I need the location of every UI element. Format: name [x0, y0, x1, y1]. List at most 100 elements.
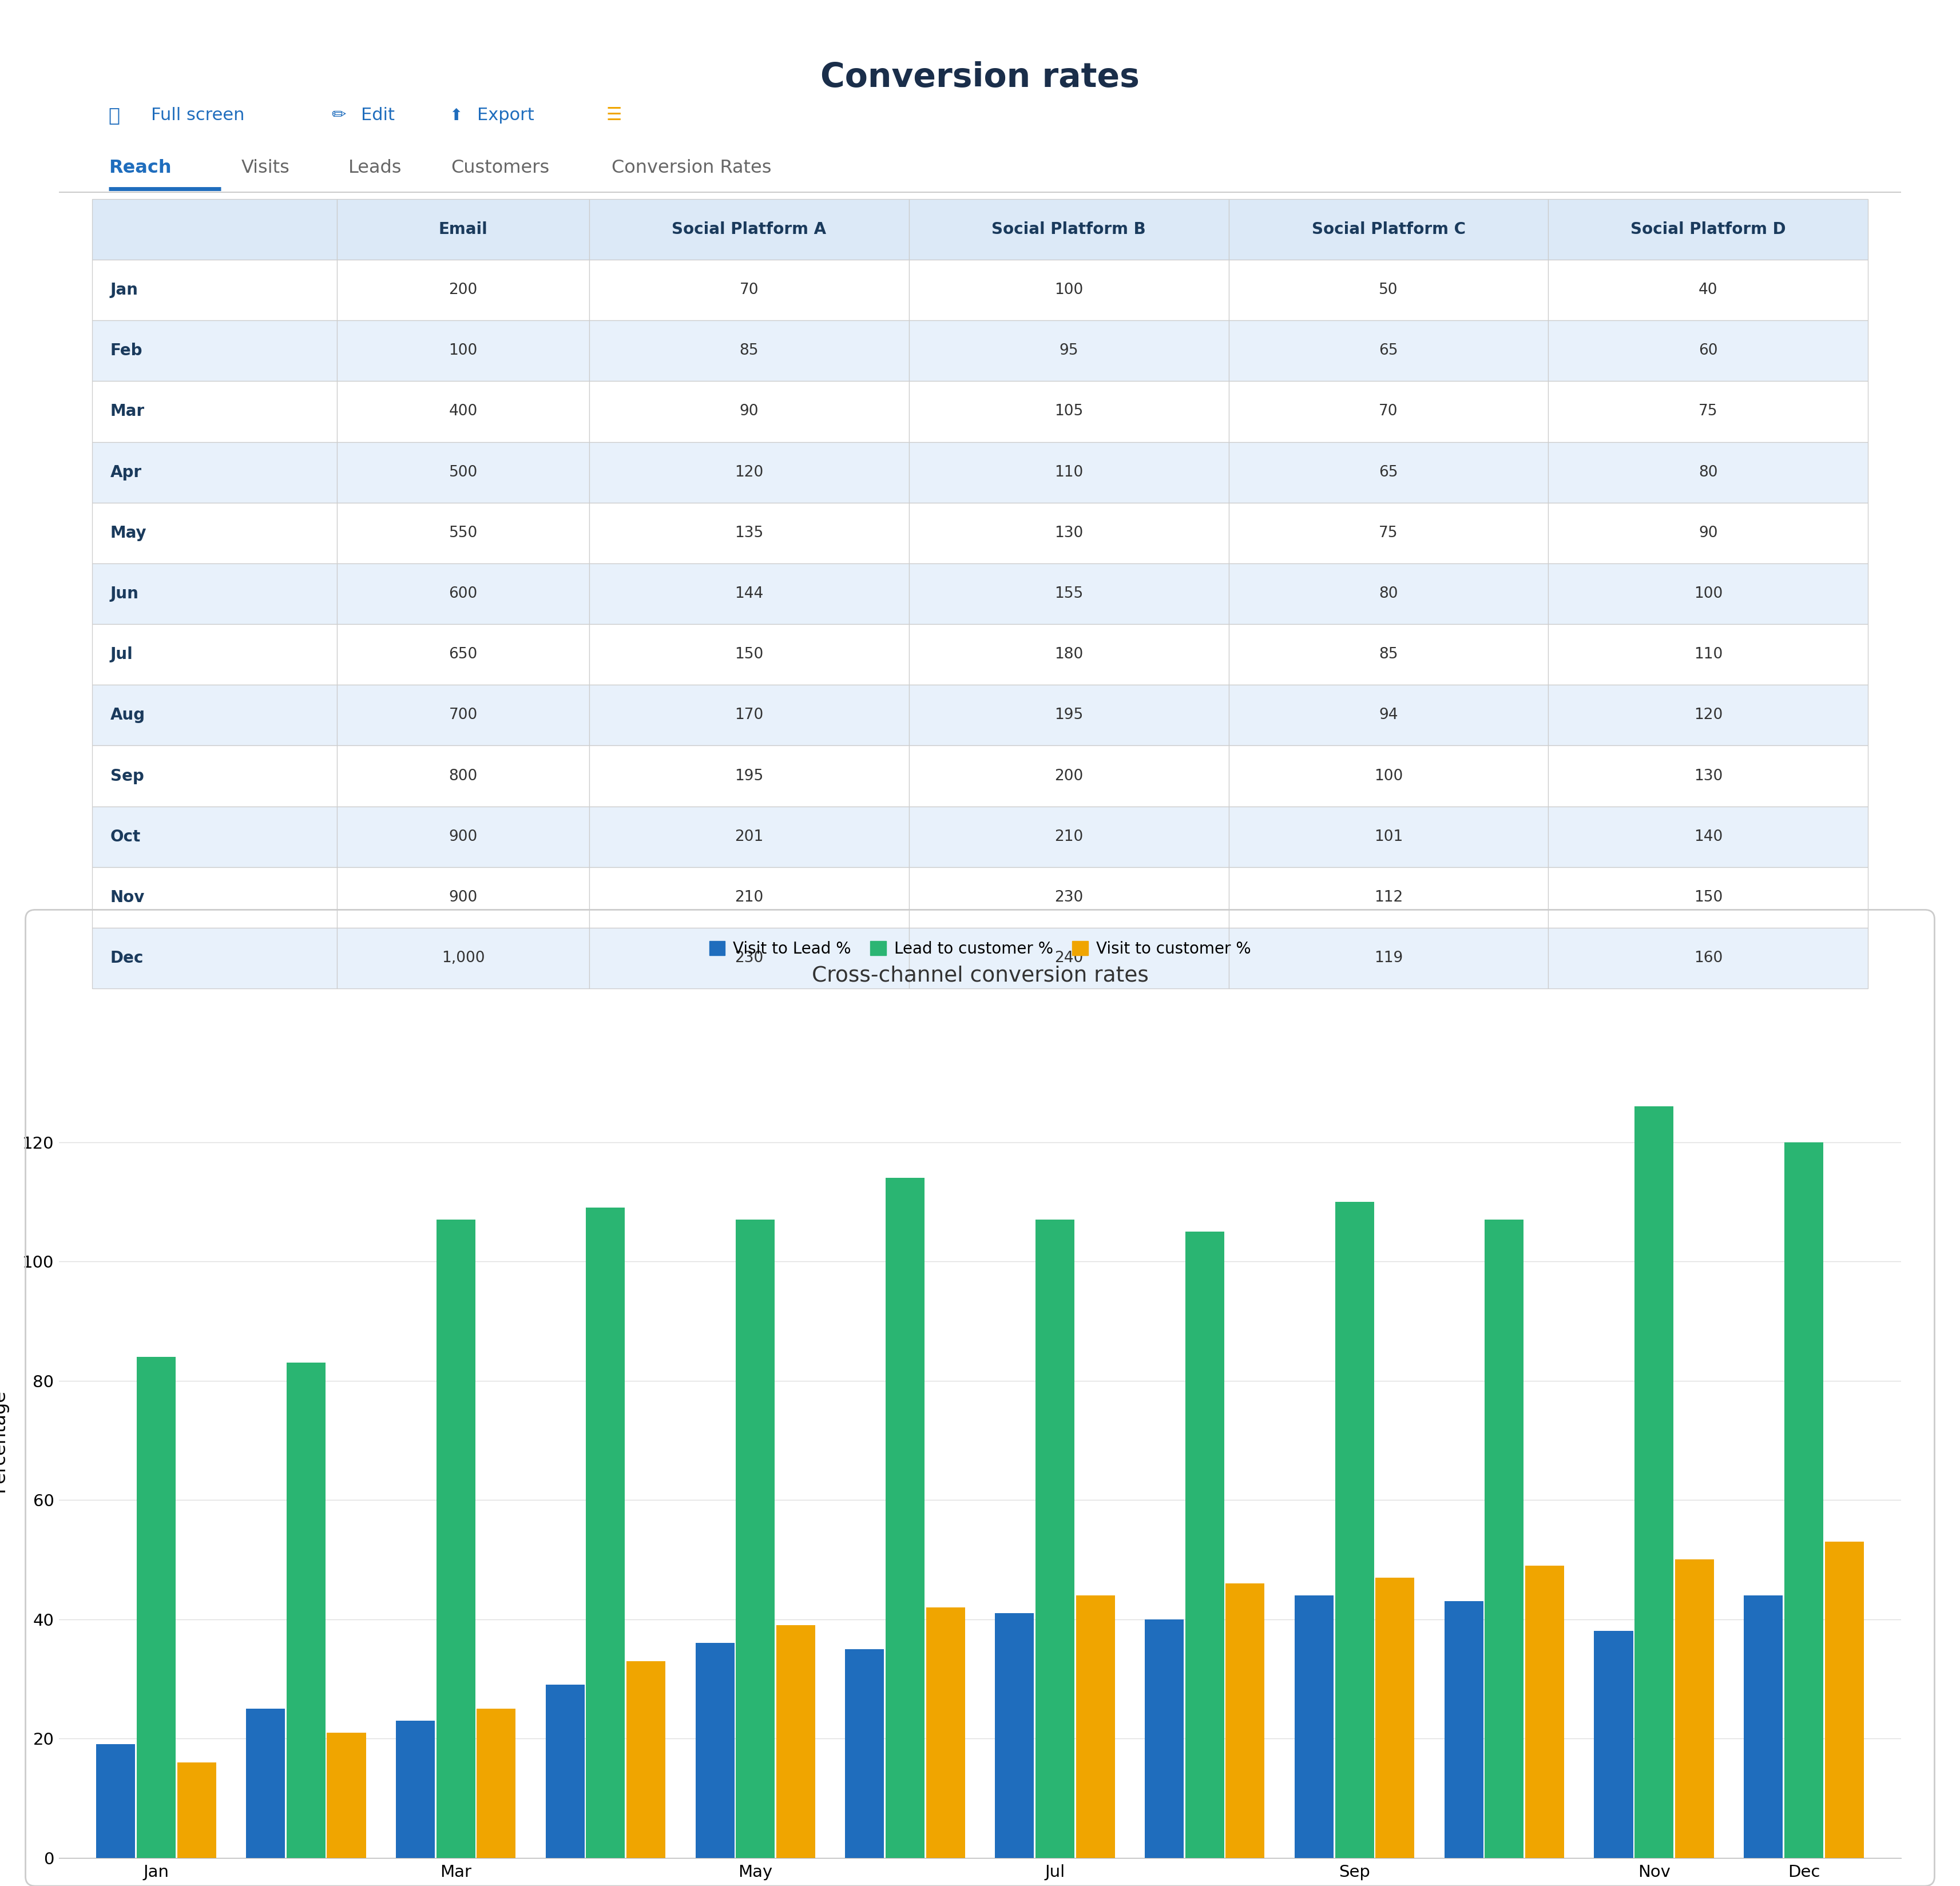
Text: 70: 70	[739, 283, 759, 298]
Text: 180: 180	[1054, 647, 1084, 662]
Text: 160: 160	[1693, 951, 1723, 966]
FancyBboxPatch shape	[590, 685, 909, 745]
Text: 65: 65	[1380, 464, 1397, 479]
FancyBboxPatch shape	[1548, 321, 1868, 381]
Text: 75: 75	[1699, 404, 1717, 419]
Text: 70: 70	[1380, 404, 1397, 419]
Bar	[476, 1709, 515, 1858]
Text: 100: 100	[1374, 769, 1403, 783]
Text: Feb: Feb	[110, 343, 143, 358]
Text: 135: 135	[735, 526, 764, 541]
Bar	[1676, 1560, 1713, 1858]
Text: 80: 80	[1699, 464, 1717, 479]
Text: 85: 85	[1380, 647, 1397, 662]
FancyBboxPatch shape	[92, 441, 337, 504]
Text: Apr: Apr	[110, 464, 141, 481]
FancyBboxPatch shape	[337, 260, 590, 321]
FancyBboxPatch shape	[1548, 200, 1868, 260]
Bar	[1593, 1631, 1633, 1858]
FancyBboxPatch shape	[1229, 928, 1548, 988]
FancyBboxPatch shape	[1229, 868, 1548, 928]
Text: 80: 80	[1380, 587, 1397, 602]
FancyBboxPatch shape	[1548, 928, 1868, 988]
FancyBboxPatch shape	[337, 624, 590, 685]
Text: Conversion Rates: Conversion Rates	[612, 158, 772, 177]
FancyBboxPatch shape	[590, 928, 909, 988]
Bar	[1335, 1201, 1374, 1858]
FancyBboxPatch shape	[337, 928, 590, 988]
Text: 200: 200	[449, 283, 478, 298]
FancyBboxPatch shape	[92, 868, 337, 928]
Bar	[176, 1762, 216, 1858]
Bar	[1225, 1584, 1264, 1858]
Y-axis label: Percentage: Percentage	[0, 1388, 8, 1492]
FancyBboxPatch shape	[92, 685, 337, 745]
Text: 110: 110	[1693, 647, 1723, 662]
Text: 119: 119	[1374, 951, 1403, 966]
Text: 195: 195	[735, 769, 764, 783]
Bar	[735, 1220, 774, 1858]
Text: 65: 65	[1380, 343, 1397, 358]
FancyBboxPatch shape	[1229, 685, 1548, 745]
Bar	[776, 1626, 815, 1858]
Text: Full screen: Full screen	[151, 108, 245, 124]
Text: 95: 95	[1058, 343, 1078, 358]
FancyBboxPatch shape	[590, 624, 909, 685]
Text: 101: 101	[1374, 830, 1403, 845]
FancyBboxPatch shape	[1548, 381, 1868, 441]
Text: 201: 201	[735, 830, 764, 845]
Text: Jan: Jan	[110, 283, 139, 298]
FancyBboxPatch shape	[1548, 685, 1868, 745]
Text: Social Platform D: Social Platform D	[1631, 221, 1786, 238]
Bar	[96, 1745, 135, 1858]
Text: Leads: Leads	[349, 158, 402, 177]
FancyBboxPatch shape	[92, 260, 337, 321]
FancyBboxPatch shape	[337, 504, 590, 564]
Bar	[1035, 1220, 1074, 1858]
Text: Conversion rates: Conversion rates	[821, 62, 1139, 94]
Bar	[286, 1364, 325, 1858]
FancyBboxPatch shape	[1548, 441, 1868, 504]
Text: Email: Email	[439, 221, 488, 238]
Text: 110: 110	[1054, 464, 1084, 479]
FancyBboxPatch shape	[909, 624, 1229, 685]
Text: ☰: ☰	[606, 108, 621, 124]
FancyBboxPatch shape	[590, 441, 909, 504]
FancyBboxPatch shape	[909, 868, 1229, 928]
FancyBboxPatch shape	[337, 564, 590, 624]
Text: 130: 130	[1693, 769, 1723, 783]
Bar	[1525, 1565, 1564, 1858]
FancyBboxPatch shape	[909, 745, 1229, 807]
Text: ✏: ✏	[331, 108, 347, 124]
Text: 90: 90	[739, 404, 759, 419]
FancyBboxPatch shape	[909, 321, 1229, 381]
Bar	[1744, 1596, 1784, 1858]
Text: Visits: Visits	[241, 158, 290, 177]
FancyBboxPatch shape	[909, 260, 1229, 321]
FancyBboxPatch shape	[590, 868, 909, 928]
Bar	[1445, 1601, 1484, 1858]
FancyBboxPatch shape	[1229, 504, 1548, 564]
Text: Nov: Nov	[110, 890, 145, 905]
Bar	[886, 1179, 925, 1858]
FancyBboxPatch shape	[1229, 745, 1548, 807]
Bar	[586, 1207, 625, 1858]
FancyBboxPatch shape	[1548, 807, 1868, 868]
Bar	[1186, 1232, 1225, 1858]
Text: 75: 75	[1380, 526, 1397, 541]
FancyBboxPatch shape	[92, 807, 337, 868]
FancyBboxPatch shape	[1229, 441, 1548, 504]
FancyBboxPatch shape	[909, 504, 1229, 564]
Bar	[1635, 1107, 1674, 1858]
Text: 120: 120	[1693, 707, 1723, 722]
FancyBboxPatch shape	[337, 321, 590, 381]
Text: Customers: Customers	[451, 158, 549, 177]
Text: 195: 195	[1054, 707, 1084, 722]
Bar	[845, 1648, 884, 1858]
Text: Reach: Reach	[108, 158, 171, 177]
Text: Social Platform B: Social Platform B	[992, 221, 1147, 238]
Text: 900: 900	[449, 830, 478, 845]
Text: 240: 240	[1054, 951, 1084, 966]
Text: Jul: Jul	[110, 647, 133, 662]
Bar	[545, 1684, 584, 1858]
